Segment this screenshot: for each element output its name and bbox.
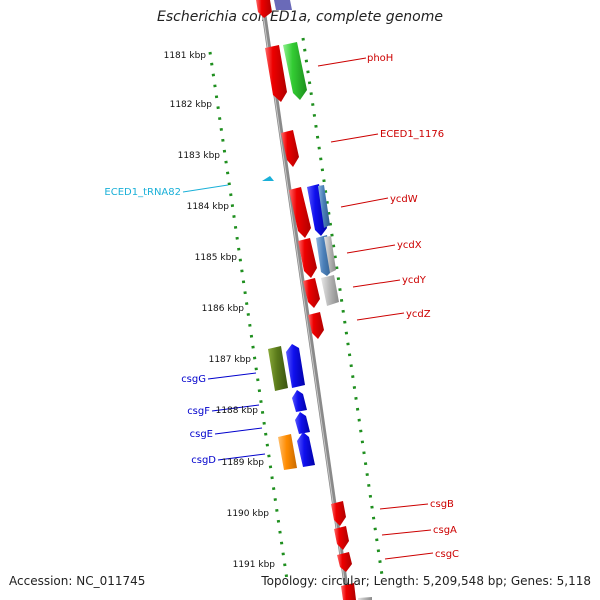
gene-csgD-orange — [278, 434, 297, 470]
scale-label-1184: 1184 kbp — [187, 202, 230, 212]
scale-label-1186: 1186 kbp — [202, 304, 245, 314]
gene-ycdW-blue — [307, 184, 327, 236]
genome-summary-text: Topology: circular; Length: 5,209,548 bp… — [261, 574, 591, 588]
gene-csgD-blue — [297, 432, 315, 467]
right-leader-lines — [317, 57, 434, 560]
gene-label-phoH: phoH — [367, 53, 393, 64]
gene-label-ECED1-1176: ECED1_1176 — [380, 129, 444, 140]
gene-ycdW-red — [289, 187, 311, 238]
trna-marker — [262, 176, 274, 181]
scale-label-1182: 1182 kbp — [170, 100, 213, 110]
gene-ycdY-gray — [321, 275, 339, 306]
gene-label-csgB: csgB — [430, 499, 454, 510]
accession-text: Accession: NC_011745 — [9, 574, 146, 588]
gene-label-csgC: csgC — [435, 549, 459, 560]
gene-ycdW-steel — [318, 185, 330, 228]
gene-csgF — [292, 390, 307, 412]
scale-label-1181: 1181 kbp — [164, 51, 207, 61]
gene-ycdZ-red — [308, 312, 324, 339]
gene-phoH-red — [265, 45, 287, 102]
gene-ycdX-red — [298, 238, 317, 278]
map-title: Escherichia coli ED1a, complete genome — [157, 9, 443, 25]
gene-ycdY-red — [303, 278, 320, 308]
gene-label-ycdY: ycdY — [402, 275, 427, 286]
gene-label-ycdW: ycdW — [390, 194, 418, 205]
gene-csgE — [295, 412, 310, 434]
scale-label-1191: 1191 kbp — [233, 560, 276, 570]
gene-block-bottom-gray — [358, 597, 372, 600]
gene-csgG-olive — [268, 346, 288, 391]
scale-label-1187: 1187 kbp — [209, 355, 252, 365]
gene-label-ECED1-tRNA82: ECED1_tRNA82 — [104, 187, 181, 198]
gene-csgA — [334, 526, 349, 550]
gene-label-csgD: csgD — [191, 455, 216, 466]
gene-block-top-purple — [274, 0, 292, 10]
scale-label-1190: 1190 kbp — [227, 509, 270, 519]
scale-ticks-left — [208, 51, 289, 581]
gene-csgC — [337, 552, 352, 572]
gene-csgB — [331, 501, 346, 526]
gene-label-csgE: csgE — [190, 429, 213, 440]
gene-label-csgF: csgF — [187, 406, 210, 417]
gene-label-csgG: csgG — [181, 374, 206, 385]
gene-block-top-red — [256, 0, 272, 18]
gene-ycdX-gray — [324, 236, 336, 273]
genome-backbone — [259, 0, 351, 600]
scale-label-1189: 1189 kbp — [222, 458, 265, 468]
gene-label-ycdX: ycdX — [397, 240, 422, 251]
gene-ECED1-1176 — [281, 130, 299, 167]
scale-label-1183: 1183 kbp — [178, 151, 221, 161]
scale-ticks-right — [301, 37, 385, 583]
left-leader-lines — [182, 184, 266, 461]
gene-csgG-blue — [286, 344, 305, 388]
scale-label-1185: 1185 kbp — [195, 253, 238, 263]
scale-label-1188: 1188 kbp — [216, 406, 259, 416]
genome-backbone-highlight — [260, 0, 348, 600]
gene-label-csgA: csgA — [433, 525, 457, 536]
gene-block-bottom — [341, 583, 356, 600]
gene-phoH-green — [283, 42, 307, 100]
gene-label-ycdZ: ycdZ — [406, 309, 431, 320]
